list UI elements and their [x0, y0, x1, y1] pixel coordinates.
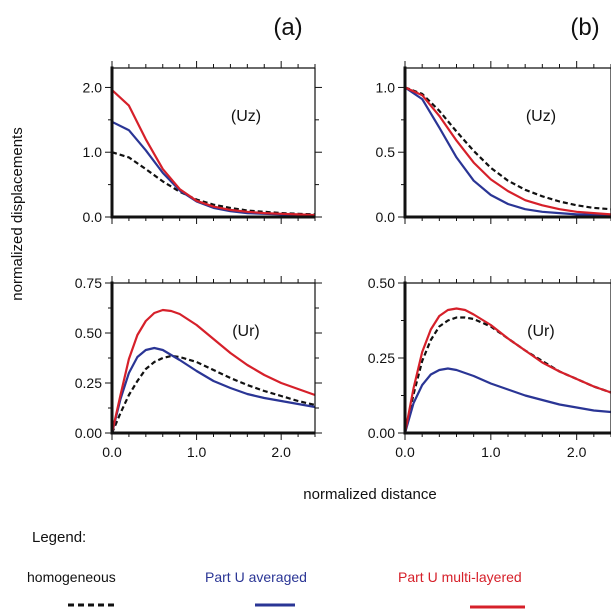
- y-tick-label: 0.5: [376, 144, 396, 160]
- series-line-part-u-averaged: [405, 86, 611, 217]
- y-tick-label: 0.75: [75, 275, 102, 291]
- x-axis-label: normalized distance: [303, 486, 436, 503]
- y-tick-label: 0.0: [376, 209, 396, 225]
- series-line-part-u-multi-layered: [405, 307, 611, 433]
- y-tick-label: 0.25: [368, 350, 395, 366]
- y-tick-label: 1.0: [83, 144, 103, 160]
- plot-panels: 0.01.02.0(Uz)0.00.51.0(Uz)0.000.250.500.…: [75, 61, 611, 460]
- legend-label-homogeneous: homogeneous: [27, 569, 116, 585]
- panel-1: 0.0 0.5 1.0 (Uz): [376, 61, 611, 225]
- y-tick-label: 0.25: [75, 375, 102, 391]
- panel-label-b: (b): [570, 14, 599, 41]
- panel-2: 0.00 0.25 0.50 0.75 0.0 1.0 2.0 (Ur): [75, 275, 322, 460]
- x-tick-label: 2.0: [271, 444, 291, 460]
- legend-label-multilayered: Part U multi-layered: [398, 569, 522, 585]
- series-line-part-u-multi-layered: [405, 86, 611, 216]
- panel-label-a: (a): [273, 14, 302, 41]
- series-line-homogeneous: [112, 151, 315, 216]
- series-line-part-u-averaged: [405, 367, 611, 433]
- y-tick-label: 0.0: [83, 209, 103, 225]
- x-tick-label: 1.0: [187, 444, 207, 460]
- series-line-homogeneous: [405, 86, 611, 211]
- series-line-part-u-multi-layered: [112, 308, 315, 433]
- legend-title: Legend:: [32, 529, 86, 546]
- panel-annotation: (Ur): [232, 323, 260, 340]
- x-tick-label: 0.0: [395, 444, 415, 460]
- series-line-part-u-averaged: [112, 346, 315, 433]
- y-tick-label: 0.00: [368, 425, 395, 441]
- y-tick-label: 0.00: [75, 425, 102, 441]
- panel-annotation: (Uz): [231, 108, 261, 125]
- legend-label-averaged: Part U averaged: [205, 569, 307, 585]
- panel-0: 0.0 1.0 2.0 (Uz): [83, 61, 322, 225]
- y-tick-label: 0.50: [368, 275, 395, 291]
- y-tick-label: 2.0: [83, 79, 103, 95]
- x-tick-label: 2.0: [567, 444, 587, 460]
- y-tick-label: 1.0: [376, 79, 396, 95]
- panel-annotation: (Ur): [527, 323, 555, 340]
- x-tick-label: 0.0: [102, 444, 122, 460]
- y-tick-label: 0.50: [75, 325, 102, 341]
- series-line-part-u-averaged: [112, 120, 315, 217]
- x-tick-label: 1.0: [481, 444, 501, 460]
- series-line-homogeneous: [405, 316, 611, 433]
- series-line-part-u-multi-layered: [112, 89, 315, 217]
- y-axis-label: normalized displacements: [9, 127, 26, 300]
- panel-3: 0.00 0.25 0.50 0.0 1.0 2.0 (Ur): [368, 275, 611, 460]
- panel-annotation: (Uz): [526, 108, 556, 125]
- series-line-homogeneous: [112, 354, 315, 433]
